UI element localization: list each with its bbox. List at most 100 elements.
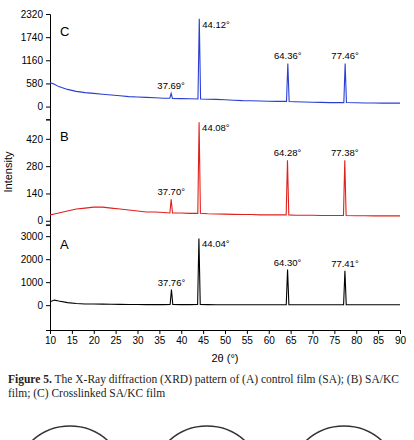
x-tick-mark xyxy=(334,330,335,334)
caption-space xyxy=(52,373,55,385)
y-tick: 280 xyxy=(26,161,50,172)
peak-label: 44.04° xyxy=(202,238,230,249)
y-tick-label: 1740 xyxy=(21,32,44,43)
x-tick-label: 35 xyxy=(154,335,166,346)
x-tick-label: 60 xyxy=(264,335,276,346)
x-tick-mark xyxy=(400,330,401,334)
y-tick: 140 xyxy=(26,188,50,199)
peak-label: 77.38° xyxy=(331,147,359,158)
x-tick: 55 xyxy=(242,330,254,346)
x-tick: 60 xyxy=(264,330,276,346)
x-tick-mark xyxy=(181,330,182,334)
y-tick-label: 0 xyxy=(37,101,43,112)
y-tick: 420 xyxy=(26,134,50,145)
x-tick-label: 30 xyxy=(132,335,144,346)
x-tick-mark xyxy=(50,330,51,334)
y-tick: 2320 xyxy=(21,9,50,20)
caption: Figure 5. The X-Ray diffraction (XRD) pa… xyxy=(8,372,406,400)
caption-label: Figure 5. xyxy=(8,373,52,385)
peak-label: 64.30° xyxy=(274,257,302,268)
y-tick-mark xyxy=(46,236,50,237)
x-tick-label: 70 xyxy=(307,335,319,346)
x-tick: 25 xyxy=(111,330,123,346)
x-tick-label: 25 xyxy=(111,335,123,346)
plot-area xyxy=(50,122,400,216)
y-tick: 0 xyxy=(37,300,50,311)
y-axis-line xyxy=(46,225,51,330)
x-tick-label: 85 xyxy=(373,335,385,346)
y-tick-mark xyxy=(46,221,50,222)
schematic xyxy=(14,426,400,440)
y-axis-line xyxy=(46,120,51,225)
x-tick-label: 50 xyxy=(220,335,232,346)
x-tick: 85 xyxy=(373,330,385,346)
x-tick: 90 xyxy=(395,330,407,346)
plot-area xyxy=(50,19,400,103)
xrd-line xyxy=(50,19,400,103)
y-tick-mark xyxy=(46,259,50,260)
y-tick-mark xyxy=(46,60,50,61)
x-tick: 30 xyxy=(132,330,144,346)
peak-label: 64.36° xyxy=(274,50,302,61)
schematic-circle xyxy=(151,426,263,440)
peak-label: 37.70° xyxy=(157,186,185,197)
x-tick-mark xyxy=(94,330,95,334)
x-tick: 45 xyxy=(198,330,210,346)
y-tick-mark xyxy=(46,83,50,84)
y-tick: 580 xyxy=(26,78,50,89)
x-tick-mark xyxy=(356,330,357,334)
x-tick: 35 xyxy=(154,330,166,346)
y-tick-mark xyxy=(46,139,50,140)
peak-label: 44.12° xyxy=(202,19,230,30)
y-tick-label: 0 xyxy=(37,215,43,226)
y-tick-label: 1000 xyxy=(21,277,44,288)
x-tick-label: 45 xyxy=(198,335,210,346)
y-tick-label: 580 xyxy=(26,78,43,89)
x-tick-mark xyxy=(225,330,226,334)
y-tick: 0 xyxy=(37,101,50,112)
x-tick-label: 75 xyxy=(329,335,341,346)
x-tick-label: 10 xyxy=(45,335,57,346)
x-tick-mark xyxy=(313,330,314,334)
y-tick-label: 3000 xyxy=(21,231,44,242)
y-tick-mark xyxy=(46,37,50,38)
schematic-circle xyxy=(288,426,400,440)
x-axis-title: 2θ (°) xyxy=(211,352,238,364)
y-axis: 0 140 280 420 xyxy=(26,120,50,227)
y-tick-label: 2320 xyxy=(21,9,44,20)
caption-text: The X-Ray diffraction (XRD) pattern of (… xyxy=(8,373,399,399)
x-tick-label: 65 xyxy=(286,335,298,346)
x-tick-mark xyxy=(203,330,204,334)
figure: 0100020003000A37.76°44.04°64.30°77.41°01… xyxy=(0,0,414,440)
x-tick: 10 xyxy=(45,330,57,346)
x-axis: 1015202530354045505560657075808590 xyxy=(45,330,407,346)
x-tick-mark xyxy=(138,330,139,334)
x-tick-mark xyxy=(116,330,117,334)
y-tick: 1160 xyxy=(21,55,50,66)
x-tick-mark xyxy=(291,330,292,334)
peak-label: 37.69° xyxy=(157,80,185,91)
y-tick: 3000 xyxy=(21,231,50,242)
y-axis: 0 580 1160 1740 2320 xyxy=(21,9,51,120)
x-tick-label: 55 xyxy=(242,335,254,346)
y-tick: 1740 xyxy=(21,32,50,43)
y-tick: 0 xyxy=(37,215,50,226)
x-tick-mark xyxy=(269,330,270,334)
y-tick-label: 280 xyxy=(26,161,43,172)
x-tick: 75 xyxy=(329,330,341,346)
y-tick-mark xyxy=(46,166,50,167)
x-tick-label: 20 xyxy=(89,335,101,346)
x-tick: 15 xyxy=(67,330,79,346)
y-tick-label: 1160 xyxy=(21,55,43,66)
x-tick-label: 90 xyxy=(395,335,407,346)
x-tick: 20 xyxy=(89,330,101,346)
x-tick-label: 15 xyxy=(67,335,79,346)
xrd-line xyxy=(50,238,400,304)
peak-label: 77.46° xyxy=(331,50,359,61)
y-tick-mark xyxy=(46,14,50,15)
y-axis-line xyxy=(46,15,51,120)
peak-label: 64.28° xyxy=(274,147,302,158)
x-tick: 70 xyxy=(307,330,319,346)
x-tick: 40 xyxy=(176,330,188,346)
y-tick-mark xyxy=(46,193,50,194)
